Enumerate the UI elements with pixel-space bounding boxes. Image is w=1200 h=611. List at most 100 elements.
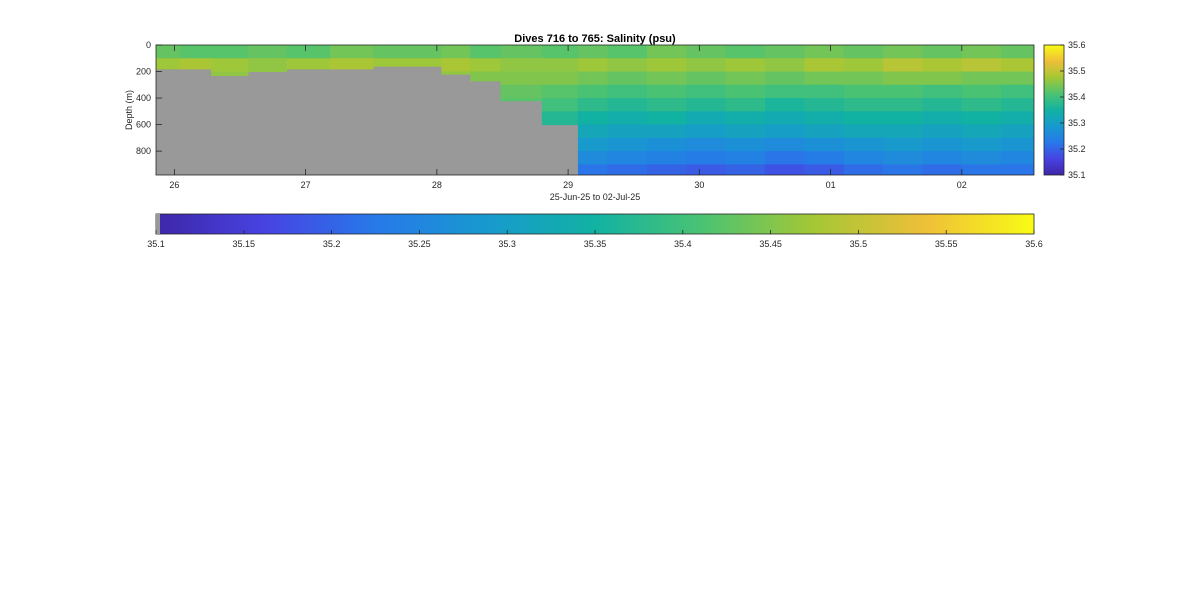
heatmap-cell bbox=[646, 111, 687, 126]
heatmap-cell bbox=[646, 58, 687, 73]
heatmap-cell bbox=[883, 98, 923, 112]
heatmap-cell bbox=[1001, 111, 1034, 126]
heatmap-cell bbox=[804, 111, 845, 126]
heatmap-cell bbox=[577, 45, 608, 59]
heatmap-cell bbox=[883, 111, 923, 126]
heatmap-cell bbox=[541, 58, 579, 73]
hbar-tick-label: 35.1 bbox=[147, 239, 165, 249]
heatmap-cell bbox=[179, 45, 212, 59]
heatmap-cell bbox=[1001, 137, 1034, 152]
heatmap-cell bbox=[156, 45, 181, 59]
heatmap-cell bbox=[725, 124, 766, 139]
x-tick-label: 26 bbox=[169, 180, 179, 190]
heatmap-cell bbox=[961, 84, 1002, 99]
heatmap-cell bbox=[843, 71, 884, 86]
heatmap-cell bbox=[922, 71, 963, 86]
heatmap-cell bbox=[843, 98, 884, 112]
colorbar-tick-label: 35.3 bbox=[1068, 118, 1086, 128]
vertical-colorbar-gradient bbox=[1043, 44, 1065, 176]
heatmap-cell bbox=[646, 71, 687, 86]
heatmap-cell bbox=[607, 151, 648, 165]
heatmap-cell bbox=[725, 164, 766, 175]
heatmap-cell bbox=[804, 58, 845, 73]
heatmap-cell bbox=[883, 124, 923, 139]
heatmap-cell bbox=[883, 151, 923, 165]
heatmap-cell bbox=[541, 98, 579, 112]
heatmap-cell bbox=[725, 84, 766, 99]
heatmap-cell bbox=[470, 58, 502, 73]
heatmap-cell bbox=[961, 98, 1002, 112]
heatmap-cell bbox=[764, 84, 805, 99]
heatmap-cell bbox=[843, 151, 884, 165]
heatmap-cell bbox=[646, 84, 687, 99]
heatmap-cell bbox=[607, 98, 648, 112]
colorbar-tick-label: 35.5 bbox=[1068, 66, 1086, 76]
heatmap-cell bbox=[843, 137, 884, 152]
y-axis-ticks: 0 200 400 600 800 bbox=[136, 40, 162, 156]
heatmap-cell bbox=[1001, 84, 1034, 99]
heatmap-cell bbox=[764, 45, 805, 59]
heatmap-cell bbox=[470, 45, 502, 59]
heatmap-cell bbox=[1001, 98, 1034, 112]
heatmap-cell bbox=[764, 164, 805, 175]
heatmap-cell bbox=[922, 124, 963, 139]
heatmap-cell bbox=[725, 71, 766, 86]
heatmap-cell bbox=[804, 84, 845, 99]
heatmap-cell bbox=[607, 137, 648, 152]
heatmap-cell bbox=[646, 137, 687, 152]
heatmap-cell bbox=[1001, 71, 1034, 86]
colorbar-tick-label: 35.6 bbox=[1068, 40, 1086, 50]
heatmap-cell bbox=[541, 84, 579, 99]
x-tick-label: 27 bbox=[301, 180, 311, 190]
heatmap-cell bbox=[1001, 151, 1034, 165]
heatmap-cell bbox=[247, 45, 288, 59]
heatmap-cell bbox=[883, 58, 923, 73]
heatmap-cell bbox=[804, 151, 845, 165]
heatmap-cell bbox=[1001, 164, 1034, 175]
heatmap-cell bbox=[329, 45, 374, 59]
heatmap-cell bbox=[686, 111, 727, 126]
plot-frame bbox=[155, 44, 1035, 176]
x-tick-label: 29 bbox=[563, 180, 573, 190]
heatmap-cell bbox=[441, 45, 471, 59]
heatmap-cell bbox=[607, 111, 648, 126]
heatmap-cell bbox=[843, 111, 884, 126]
heatmap-cell bbox=[646, 45, 687, 59]
heatmap-cell bbox=[577, 164, 608, 175]
heatmap-cell bbox=[843, 84, 884, 99]
heatmap-cell bbox=[646, 98, 687, 112]
heatmap-cell bbox=[764, 111, 805, 126]
x-tick-label: 01 bbox=[826, 180, 836, 190]
heatmap-cell bbox=[500, 98, 543, 102]
heatmap-cell bbox=[843, 124, 884, 139]
heatmap-cell bbox=[922, 45, 963, 59]
heatmap-cell bbox=[961, 111, 1002, 126]
hbar-tick-label: 35.25 bbox=[408, 239, 431, 249]
heatmap-cell bbox=[577, 71, 608, 86]
heatmap-cell bbox=[577, 84, 608, 99]
hbar-tick-label: 35.3 bbox=[498, 239, 516, 249]
heatmap-cell bbox=[1001, 124, 1034, 139]
heatmap-cell bbox=[577, 58, 608, 73]
heatmap-cell bbox=[607, 84, 648, 99]
heatmap-cell bbox=[607, 124, 648, 139]
heatmap-cell bbox=[500, 58, 543, 73]
heatmap-cell bbox=[373, 45, 411, 59]
heatmap-cell bbox=[607, 58, 648, 73]
heatmap-cell bbox=[607, 71, 648, 86]
heatmap-cell bbox=[883, 84, 923, 99]
heatmap-cell bbox=[725, 137, 766, 152]
heatmap-cell bbox=[764, 98, 805, 112]
heatmap-cell bbox=[725, 45, 766, 59]
colorbar-tick-label: 35.1 bbox=[1068, 170, 1086, 180]
heatmap-cell bbox=[725, 98, 766, 112]
hbar-tick-label: 35.55 bbox=[935, 239, 958, 249]
heatmap-cell bbox=[577, 137, 608, 152]
x-tick-label: 30 bbox=[694, 180, 704, 190]
heatmap-cell bbox=[883, 164, 923, 175]
heatmap-cell bbox=[500, 71, 543, 86]
y-axis-label: Depth (m) bbox=[124, 90, 134, 130]
heatmap-cell bbox=[211, 58, 249, 73]
hbar-tick-label: 35.15 bbox=[233, 239, 256, 249]
